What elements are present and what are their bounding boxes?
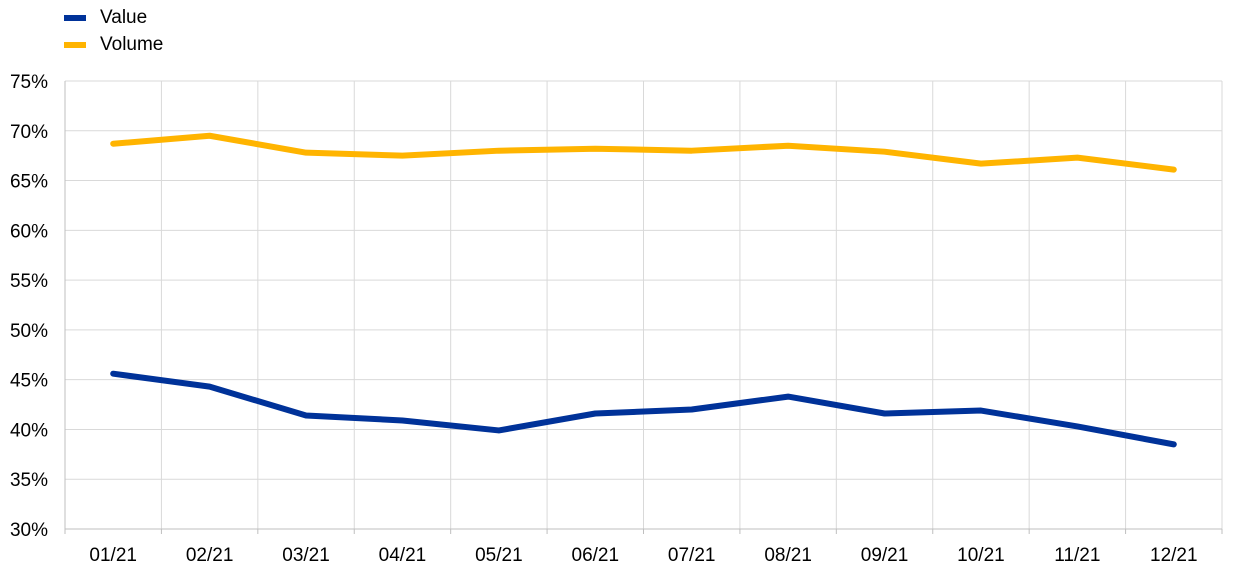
series-lines: [110, 132, 1177, 448]
x-tick-label: 02/21: [186, 545, 234, 566]
x-axis-tick-labels: 01/21 02/21 03/21 04/21 05/21 06/21 07/21 08/21…: [89, 545, 1197, 566]
x-tick-label: 05/21: [475, 545, 523, 566]
legend-label-volume: Volume: [100, 33, 164, 55]
legend: Value Volume: [64, 4, 163, 58]
legend-label-value: Value: [100, 6, 148, 28]
x-tick-label: 10/21: [957, 545, 1005, 566]
x-tick-label: 11/21: [1054, 545, 1100, 566]
y-tick-label: 40%: [10, 420, 48, 441]
series-line-volume: [110, 132, 1177, 173]
x-tick-label: 08/21: [764, 545, 812, 566]
y-tick-label: 55%: [10, 271, 48, 292]
legend-item-value: Value: [64, 4, 163, 31]
x-tick-label: 06/21: [572, 545, 620, 566]
x-tick-label: 03/21: [282, 545, 330, 566]
y-tick-label: 35%: [10, 470, 48, 491]
y-tick-label: 45%: [10, 371, 48, 392]
legend-swatch-value: [64, 14, 86, 21]
y-tick-label: 75%: [10, 72, 48, 93]
legend-item-volume: Volume: [64, 31, 163, 58]
legend-swatch-volume: [64, 41, 86, 48]
y-tick-label: 30%: [10, 520, 48, 541]
series-line-value: [110, 370, 1177, 448]
x-tick-label: 12/21: [1150, 545, 1198, 566]
y-axis-tick-labels: 30% 35% 40% 45% 50% 55% 60% 65% 70% 75%: [10, 72, 48, 541]
x-tick-label: 07/21: [668, 545, 716, 566]
grid-lines: [65, 80, 1223, 529]
y-tick-label: 50%: [10, 321, 48, 342]
y-tick-label: 60%: [10, 221, 48, 242]
x-tick-label: 04/21: [379, 545, 427, 566]
y-tick-label: 65%: [10, 172, 48, 193]
y-tick-label: 70%: [10, 122, 48, 143]
x-tick-label: 09/21: [861, 545, 909, 566]
axes: [64, 81, 1223, 534]
x-tick-label: 01/21: [89, 545, 137, 566]
